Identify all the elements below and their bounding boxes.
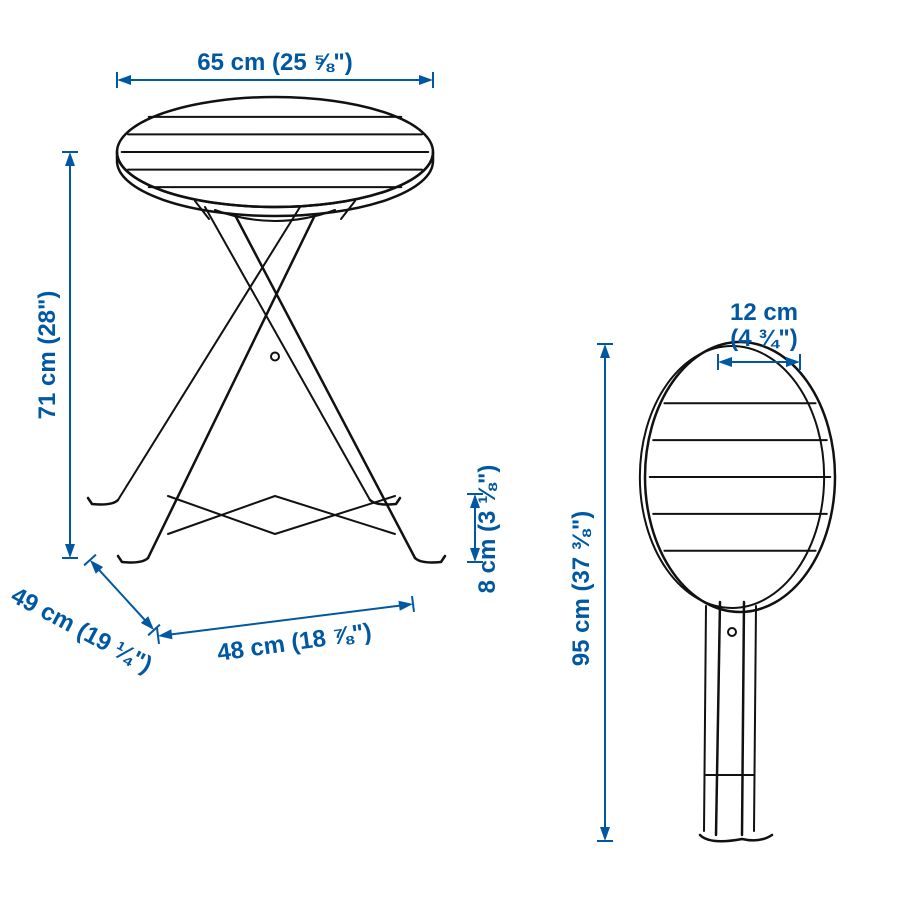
dim-top-diameter: 65 cm (25 ⅝") [197,49,352,76]
dim-folded-depth-in: (4 ¾") [730,325,797,352]
svg-text:(4 ¾"): (4 ¾") [730,325,797,352]
folded-table-view: 12 cm(4 ¾") 95 cm (37 ⅜") [568,299,835,841]
dim-folded-depth-cm: 12 cm [730,299,798,326]
svg-text:8 cm (3 ⅛"): 8 cm (3 ⅛") [474,465,501,594]
dim-crossbar: 8 cm (3 ⅛") [474,465,501,594]
open-table-view: 65 cm (25 ⅝")71 cm (28")49 cm (19 ¼")48 … [7,49,501,679]
svg-text:95 cm (37 ⅜"): 95 cm (37 ⅜") [568,511,595,666]
dim-folded-height: 95 cm (37 ⅜") [568,511,595,666]
dim-height: 71 cm (28") [34,291,61,420]
svg-text:12 cm: 12 cm [730,299,798,326]
svg-text:65 cm (25 ⅝"): 65 cm (25 ⅝") [197,49,352,76]
dimension-diagram: 65 cm (25 ⅝")71 cm (28")49 cm (19 ¼")48 … [0,0,900,900]
svg-text:49 cm (19 ¼"): 49 cm (19 ¼") [7,582,157,679]
dim-depth: 49 cm (19 ¼") [7,582,157,679]
svg-text:71 cm (28"): 71 cm (28") [34,291,61,420]
